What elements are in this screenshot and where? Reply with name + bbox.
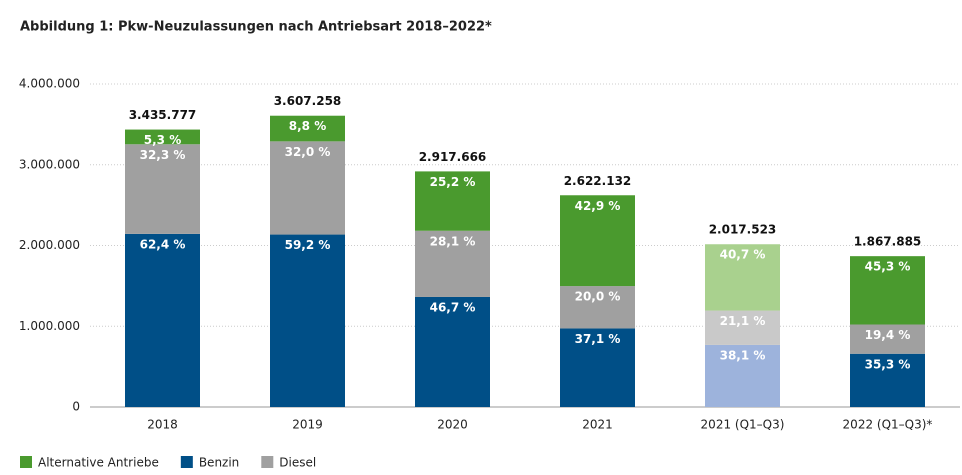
x-tick-label: 2021 (Q1–Q3) bbox=[701, 418, 785, 432]
bar-segment bbox=[125, 144, 200, 234]
bar-segment bbox=[850, 353, 925, 407]
x-tick-label: 2018 bbox=[147, 418, 178, 432]
bar-segment bbox=[850, 324, 925, 354]
bar-segment bbox=[705, 244, 780, 311]
total-label: 2.622.132 bbox=[564, 174, 632, 188]
bar-segment bbox=[560, 328, 635, 407]
total-label: 2.917.666 bbox=[419, 150, 487, 164]
segment-label: 46,7 % bbox=[430, 300, 476, 314]
segment-label: 25,2 % bbox=[430, 175, 476, 189]
bar-segment bbox=[560, 195, 635, 287]
bar-segment bbox=[415, 296, 490, 407]
segment-label: 35,3 % bbox=[865, 357, 911, 371]
x-tick-label: 2020 bbox=[437, 418, 468, 432]
legend-swatch bbox=[180, 456, 193, 468]
segment-label: 42,9 % bbox=[575, 199, 621, 213]
bar-segment bbox=[705, 344, 780, 407]
segment-label: 28,1 % bbox=[430, 234, 476, 248]
bar-segment bbox=[270, 115, 345, 142]
bar-segment bbox=[270, 234, 345, 407]
bar-segment bbox=[850, 256, 925, 325]
legend-label: Benzin bbox=[199, 456, 239, 470]
bar-segment bbox=[415, 230, 490, 297]
bar-segment bbox=[415, 171, 490, 231]
segment-label: 5,3 % bbox=[144, 133, 181, 147]
total-label: 3.435.777 bbox=[129, 108, 197, 122]
y-tick-label: 1.000.000 bbox=[19, 319, 80, 333]
segment-label: 19,4 % bbox=[865, 328, 911, 342]
segment-label: 45,3 % bbox=[865, 260, 911, 274]
segment-label: 37,1 % bbox=[575, 332, 621, 346]
segment-label: 59,2 % bbox=[285, 238, 331, 252]
x-tick-label: 2021 bbox=[582, 418, 613, 432]
segment-label: 40,7 % bbox=[720, 248, 766, 262]
segment-label: 20,0 % bbox=[575, 290, 621, 304]
y-tick-label: 0 bbox=[72, 400, 80, 414]
legend-label: Diesel bbox=[279, 456, 316, 470]
total-label: 2.017.523 bbox=[709, 223, 777, 237]
bar-segment bbox=[125, 233, 200, 407]
x-tick-label: 2019 bbox=[292, 418, 323, 432]
segment-label: 38,1 % bbox=[720, 348, 766, 362]
bar-segment bbox=[125, 129, 200, 145]
y-tick-label: 2.000.000 bbox=[19, 238, 80, 252]
legend-swatch bbox=[261, 456, 274, 468]
segment-label: 32,3 % bbox=[140, 148, 186, 162]
y-tick-label: 4.000.000 bbox=[19, 77, 80, 91]
legend-swatch bbox=[20, 456, 32, 468]
legend-label: Alternative Antriebe bbox=[38, 456, 159, 470]
segment-label: 32,0 % bbox=[285, 145, 331, 159]
segment-label: 8,8 % bbox=[289, 119, 326, 133]
segment-label: 21,1 % bbox=[720, 314, 766, 328]
x-tick-label: 2022 (Q1–Q3)* bbox=[843, 418, 933, 432]
chart-title: Abbildung 1: Pkw-Neuzulassungen nach Ant… bbox=[20, 20, 492, 35]
total-label: 1.867.885 bbox=[854, 235, 922, 249]
segment-label: 62,4 % bbox=[140, 237, 186, 251]
bar-segment bbox=[560, 286, 635, 329]
bar-segment bbox=[270, 141, 345, 235]
total-label: 3.607.258 bbox=[274, 94, 342, 108]
y-tick-label: 3.000.000 bbox=[19, 157, 80, 171]
bar-segment bbox=[705, 310, 780, 345]
